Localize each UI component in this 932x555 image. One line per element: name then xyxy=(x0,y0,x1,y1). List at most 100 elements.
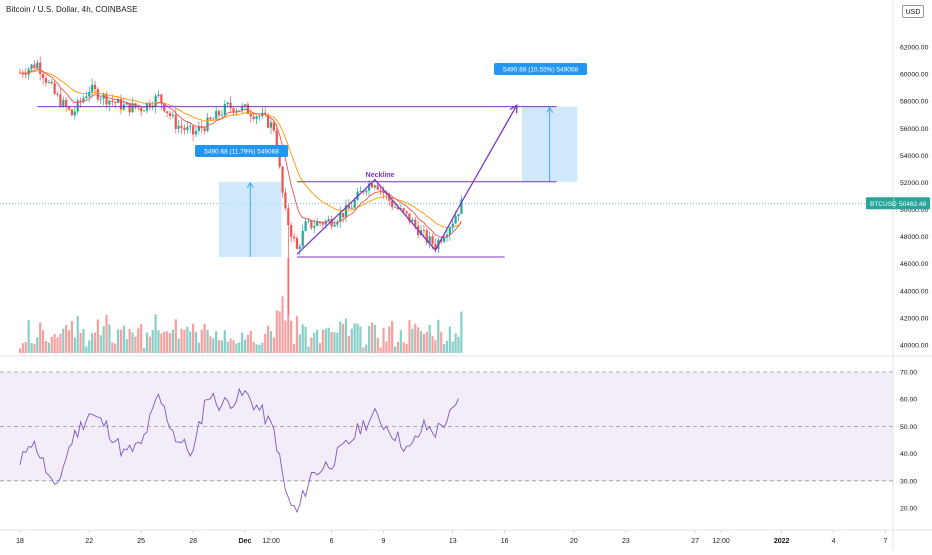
rsi-tick-label: 40.00 xyxy=(900,451,917,458)
time-tick-label: 25 xyxy=(137,538,145,545)
volume-bar xyxy=(434,340,437,353)
candle-body xyxy=(82,98,85,102)
candle-body xyxy=(252,116,255,120)
volume-bar xyxy=(457,336,460,353)
candle-body xyxy=(434,244,437,249)
candle-body xyxy=(41,73,45,79)
candle-body xyxy=(370,183,374,188)
candle-body xyxy=(336,221,339,225)
measure-arrowhead xyxy=(546,106,554,113)
volume-bar xyxy=(102,326,105,353)
price-tick-label: 62000.00 xyxy=(900,45,929,52)
neckline-label: Neckline xyxy=(366,172,395,179)
volume-bar xyxy=(21,343,24,353)
candle-body xyxy=(119,99,123,110)
candle-body xyxy=(174,114,177,129)
volume-bar xyxy=(408,320,411,353)
volume-bar xyxy=(137,328,140,353)
measure-arrowhead xyxy=(246,181,254,188)
time-tick-label: 12:00 xyxy=(712,538,730,545)
candle-body xyxy=(408,213,411,222)
volume-bar xyxy=(448,326,451,353)
volume-bar xyxy=(391,320,394,353)
volume-bar xyxy=(160,333,163,353)
candle-body xyxy=(229,102,232,109)
candle-body xyxy=(67,106,71,110)
candle-body xyxy=(278,151,281,167)
candle-body xyxy=(267,114,270,128)
volume-bar xyxy=(460,311,463,353)
candle-body xyxy=(39,62,42,74)
volume-bar xyxy=(41,330,45,353)
volume-bar xyxy=(298,334,301,353)
volume-bar xyxy=(111,342,114,353)
last-price-symbol: BTCUSD xyxy=(870,201,897,208)
volume-bar xyxy=(140,323,143,353)
candle-body xyxy=(350,207,353,209)
candle-body xyxy=(307,220,310,222)
volume-bar xyxy=(454,333,457,353)
volume-bar xyxy=(24,341,27,353)
price-tick-label: 50000.00 xyxy=(900,207,929,214)
candle-body xyxy=(140,107,143,112)
volume-bar xyxy=(142,348,146,353)
volume-bar xyxy=(229,338,232,353)
candle-body xyxy=(70,109,74,116)
candle-body xyxy=(36,62,39,69)
candle-body xyxy=(258,116,261,117)
volume-bar xyxy=(258,344,261,353)
volume-bar xyxy=(422,333,425,353)
symbol-title[interactable]: Bitcoin / U.S. Dollar, 4h, COINBASE xyxy=(6,5,138,14)
volume-bar xyxy=(206,329,209,353)
volume-bar xyxy=(362,347,365,353)
volume-bar xyxy=(232,340,235,353)
candle-body xyxy=(206,117,209,132)
candle-body xyxy=(21,72,24,75)
volume-bar xyxy=(76,316,79,353)
candle-body xyxy=(183,127,186,130)
volume-bar xyxy=(385,341,388,353)
time-tick-label: 9 xyxy=(382,538,386,545)
volume-bar xyxy=(359,326,362,353)
currency-button[interactable]: USD xyxy=(902,5,924,18)
volume-bar xyxy=(30,343,33,353)
candle-body xyxy=(376,185,379,190)
candle-body xyxy=(111,100,114,102)
price-tick-label: 42000.00 xyxy=(900,315,929,322)
volume-bar xyxy=(264,333,267,353)
candle-body xyxy=(220,114,224,116)
volume-bar xyxy=(62,328,65,353)
volume-bar xyxy=(157,330,160,353)
candle-body xyxy=(460,199,463,215)
measure-label-1-bg xyxy=(195,145,289,157)
volume-bar xyxy=(243,339,247,353)
candle-body xyxy=(431,236,434,245)
candle-body xyxy=(428,236,431,243)
volume-bar xyxy=(212,338,215,353)
volume-bar xyxy=(261,342,264,353)
volume-bar xyxy=(44,341,48,353)
volume-bar xyxy=(39,322,42,353)
candle-body xyxy=(76,100,79,112)
volume-bar xyxy=(177,338,180,353)
time-tick-label: 28 xyxy=(189,538,197,545)
volume-bar xyxy=(417,327,420,353)
candle-body xyxy=(272,122,275,131)
candle-body xyxy=(180,125,183,128)
candle-body xyxy=(53,83,56,94)
volume-bar xyxy=(197,342,200,353)
volume-bar xyxy=(53,333,56,353)
candle-body xyxy=(241,105,244,111)
volume-bar xyxy=(333,332,336,353)
rsi-tick-label: 60.00 xyxy=(900,397,917,404)
rsi-tick-label: 20.00 xyxy=(900,506,917,513)
candle-body xyxy=(50,81,53,84)
candle-body xyxy=(402,208,405,212)
volume-bar xyxy=(168,333,172,353)
volume-bar xyxy=(33,344,36,353)
candle-body xyxy=(451,223,454,228)
time-tick-label: 13 xyxy=(449,538,457,545)
volume-bar xyxy=(445,340,449,353)
volume-bar xyxy=(148,336,151,353)
volume-bar xyxy=(379,347,382,353)
